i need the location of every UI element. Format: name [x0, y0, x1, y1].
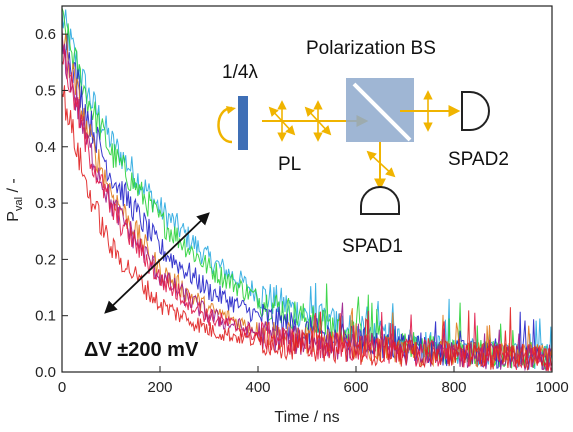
pl-label: PL: [278, 154, 301, 175]
delta-annotation: ΔV ±200 mV: [84, 339, 199, 361]
series-group: [61, 7, 553, 372]
spad1-label: SPAD1: [342, 236, 403, 257]
y-tick-label-6: 0.6: [35, 26, 56, 43]
x-axis-label: Time / ns: [274, 409, 339, 426]
waveplate: [238, 96, 248, 150]
y-tick-label-1: 0.1: [35, 308, 56, 325]
circular-polarization-icon: [217, 106, 233, 144]
y-axis-label-tail: / -: [5, 178, 22, 197]
x-tick-label-5: 1000: [535, 379, 568, 396]
y-tick-label-3: 0.3: [35, 195, 56, 212]
pbs-label: Polarization BS: [306, 38, 436, 59]
x-tick-label-1: 200: [147, 379, 172, 396]
x-axis: 0 200 400 600 800 1000: [58, 366, 569, 396]
y-tick-label-0: 0.0: [35, 364, 56, 381]
spad1-detector-icon: [360, 186, 400, 215]
x-tick-label-0: 0: [58, 379, 66, 396]
x-tick-label-3: 600: [343, 379, 368, 396]
y-axis-label-main: P: [5, 211, 22, 222]
spad2-label: SPAD2: [448, 149, 509, 170]
x-tick-label-2: 400: [245, 379, 270, 396]
plot-frame: [61, 5, 553, 373]
waveplate-label: 1/4λ: [222, 62, 258, 83]
y-axis-label: Pval / -: [5, 178, 25, 221]
y-tick-label-2: 0.2: [35, 251, 56, 268]
spad2-detector-icon: [461, 91, 490, 131]
delta-arrow: [104, 212, 210, 314]
x-tick-label-4: 800: [441, 379, 466, 396]
y-axis: 0.0 0.1 0.2 0.3 0.4 0.5 0.6: [35, 26, 68, 381]
y-tick-label-5: 0.5: [35, 82, 56, 99]
optical-setup-inset: 1/4λ PL Polarization BS SPAD2 SPAD1: [217, 38, 509, 257]
y-axis-label-sub: val: [13, 197, 25, 211]
y-tick-label-4: 0.4: [35, 139, 56, 156]
series-line-2: [61, 34, 553, 370]
